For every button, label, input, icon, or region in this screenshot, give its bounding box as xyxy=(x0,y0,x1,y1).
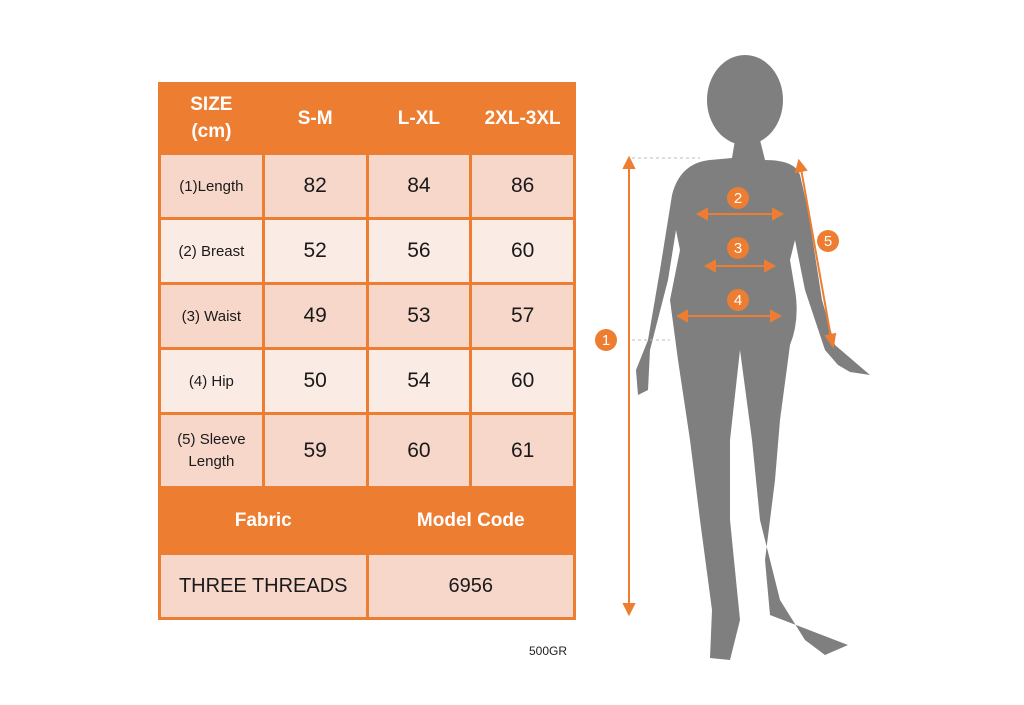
model-code-label: Model Code xyxy=(365,486,576,555)
size-header-text: SIZE (cm) xyxy=(190,93,233,142)
table-row: (1)Length 82 84 86 xyxy=(158,152,576,220)
marker-3: 3 xyxy=(734,240,742,257)
header-l-xl: L-XL xyxy=(365,82,473,155)
marker-2: 2 xyxy=(734,190,742,207)
cell: 56 xyxy=(365,217,473,285)
cell: 49 xyxy=(261,282,369,350)
row-label: (5) Sleeve Length xyxy=(158,412,265,489)
header-2xl-3xl: 2XL-3XL xyxy=(469,82,576,155)
table-row: (4) Hip 50 54 60 xyxy=(158,347,576,415)
row-label: (3) Waist xyxy=(158,282,265,350)
table-row: (2) Breast 52 56 60 xyxy=(158,217,576,285)
cell: 60 xyxy=(469,347,576,415)
cell: 52 xyxy=(261,217,369,285)
cell: 50 xyxy=(261,347,369,415)
table-row: (5) Sleeve Length 59 60 61 xyxy=(158,412,576,489)
silhouette xyxy=(636,55,870,660)
weight-note: 500GR xyxy=(529,644,568,658)
marker-1: 1 xyxy=(602,332,610,349)
row-label: (2) Breast xyxy=(158,217,265,285)
size-header: SIZE (cm) xyxy=(158,82,265,155)
row-label: (4) Hip xyxy=(158,347,265,415)
table-row: (3) Waist 49 53 57 xyxy=(158,282,576,350)
size-chart-table: SIZE (cm) S-M L-XL 2XL-3XL (1)Length 82 84… xyxy=(158,82,576,620)
cell: 86 xyxy=(469,152,576,220)
header-s-m: S-M xyxy=(261,82,369,155)
cell: 60 xyxy=(365,412,473,489)
measurement-arrows xyxy=(622,155,837,617)
row-label: (1)Length xyxy=(158,152,265,220)
cell: 54 xyxy=(365,347,473,415)
cell: 59 xyxy=(261,412,369,489)
fabric-value: THREE THREADS xyxy=(158,552,369,620)
fabric-header-row: Fabric Model Code xyxy=(158,486,576,555)
cell: 60 xyxy=(469,217,576,285)
fabric-value-row: THREE THREADS 6956 xyxy=(158,552,576,620)
model-code-value: 6956 xyxy=(365,552,576,620)
guide-lines xyxy=(632,157,700,341)
cell: 82 xyxy=(261,152,369,220)
cell: 57 xyxy=(469,282,576,350)
header-row: SIZE (cm) S-M L-XL 2XL-3XL xyxy=(158,82,576,155)
marker-5: 5 xyxy=(824,233,832,250)
cell: 53 xyxy=(365,282,473,350)
marker-4: 4 xyxy=(734,292,742,309)
cell: 84 xyxy=(365,152,473,220)
body-silhouette-figure: 1 2 3 4 5 xyxy=(595,55,870,660)
fabric-label: Fabric xyxy=(158,486,369,555)
cell: 61 xyxy=(469,412,576,489)
